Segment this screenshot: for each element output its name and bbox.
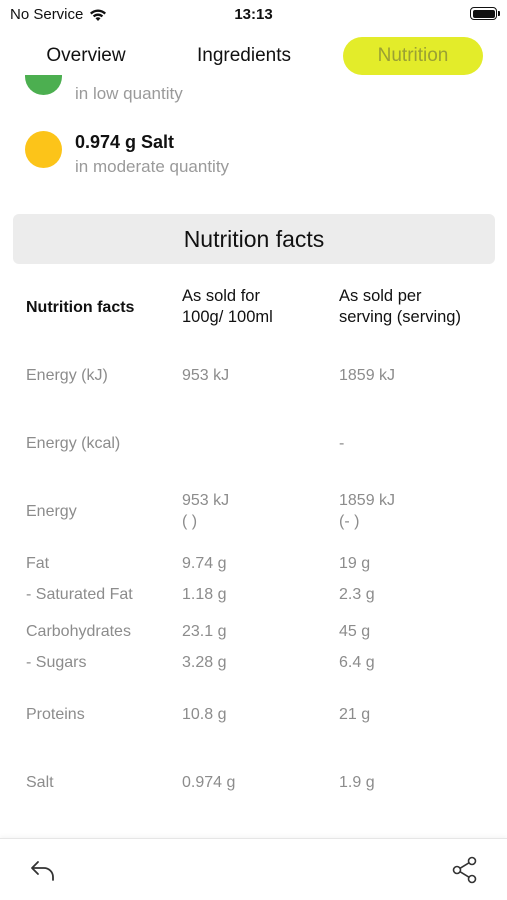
row-serving: 19 g — [339, 555, 371, 572]
row-name: Energy — [26, 503, 77, 520]
row-per100: 1.18 g — [182, 586, 227, 603]
row-name: Energy (kJ) — [26, 367, 108, 384]
row-per100: 9.74 g — [182, 555, 227, 572]
undo-arrow-icon[interactable] — [28, 855, 58, 885]
share-icon[interactable] — [450, 855, 480, 885]
carrier-label: No Service — [10, 6, 84, 23]
row-per100: 10.8 g — [182, 706, 227, 723]
tab-ingredients[interactable]: Ingredients — [196, 45, 291, 66]
row-per100: 0.974 g — [182, 774, 236, 791]
table-header-label: Nutrition facts — [26, 299, 135, 316]
row-serving: 45 g — [339, 623, 371, 640]
carrier-status: No Service — [10, 6, 107, 23]
row-per100: 953 kJ — [182, 367, 230, 384]
row-serving: 1859 kJ — [339, 367, 396, 384]
row-name: Salt — [26, 774, 54, 791]
row-per100: 953 kJ ( ) — [182, 492, 230, 530]
row-name: - Sugars — [26, 654, 87, 671]
row-name: Fat — [26, 555, 50, 572]
tab-overview[interactable]: Overview — [46, 45, 126, 66]
row-name: Energy (kcal) — [26, 435, 121, 452]
row-name: Carbohydrates — [26, 623, 131, 640]
bottom-toolbar — [0, 838, 507, 900]
tab-bar: Overview Ingredients Nutrition — [0, 37, 507, 75]
moderate-level-dot-icon — [25, 131, 62, 168]
nutrition-facts-title: Nutrition facts — [13, 214, 495, 264]
row-per100: 23.1 g — [182, 623, 227, 640]
table-header-serving: As sold per serving (serving) — [339, 287, 461, 326]
row-serving: 1.9 g — [339, 774, 375, 791]
row-per100: 3.28 g — [182, 654, 227, 671]
status-time: 13:13 — [234, 6, 273, 23]
row-serving: 21 g — [339, 706, 371, 723]
row-name: Proteins — [26, 706, 85, 723]
level-subtitle: in low quantity — [75, 84, 183, 103]
row-name: - Saturated Fat — [26, 586, 133, 603]
row-serving: 6.4 g — [339, 654, 375, 671]
battery-icon — [470, 7, 500, 20]
table-header-per100: As sold for 100g/ 100ml — [182, 287, 273, 326]
row-serving: - — [339, 435, 345, 452]
status-bar: No Service 13:13 — [0, 0, 507, 28]
wifi-icon — [90, 9, 107, 21]
row-serving: 1859 kJ (- ) — [339, 492, 396, 530]
level-title: 0.974 g Salt — [75, 132, 175, 152]
tab-nutrition[interactable]: Nutrition — [343, 37, 483, 75]
row-serving: 2.3 g — [339, 586, 375, 603]
low-level-dot-icon — [25, 75, 62, 95]
level-subtitle: in moderate quantity — [75, 157, 230, 176]
